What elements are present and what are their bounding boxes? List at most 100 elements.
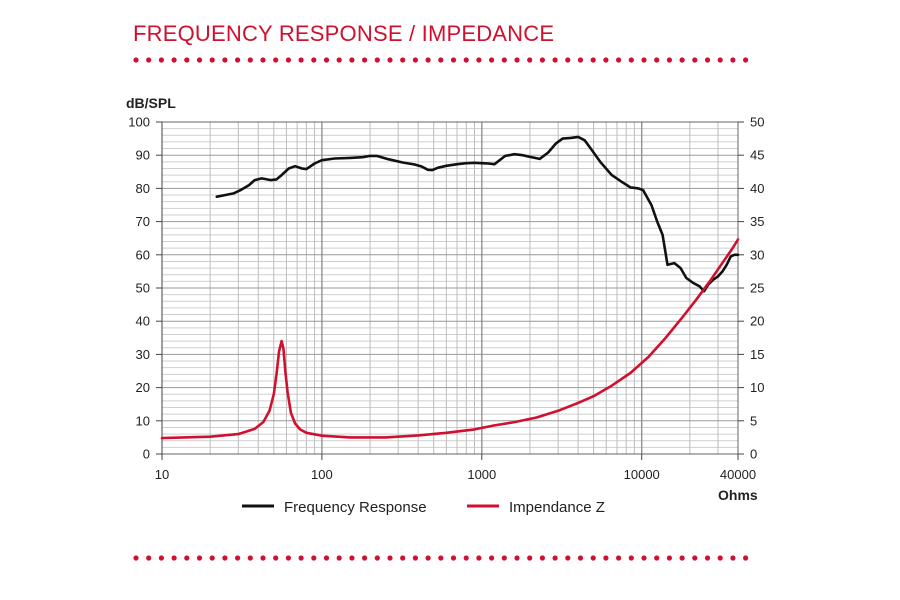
divider-dot — [362, 57, 368, 63]
divider-dot — [323, 555, 330, 561]
divider-dot — [463, 57, 469, 63]
divider-dot — [489, 57, 495, 63]
divider-dot — [603, 57, 609, 63]
divider-dot — [158, 555, 164, 561]
x-tick-label: 100 — [311, 467, 333, 482]
divider-dot — [654, 555, 660, 561]
divider-dot — [438, 57, 444, 63]
divider-dot — [425, 57, 431, 63]
divider-dot — [552, 555, 558, 561]
y-right-tick-label: 40 — [750, 181, 764, 196]
divider-dot — [374, 57, 380, 63]
divider-dot — [158, 57, 164, 63]
divider-dot — [463, 555, 469, 561]
y-right-tick-label: 10 — [750, 380, 764, 395]
divider-dot — [489, 555, 495, 561]
y-left-tick-label: 40 — [136, 314, 150, 329]
divider-dot — [527, 57, 533, 63]
divider-dot — [412, 555, 418, 561]
divider-dot — [298, 555, 304, 561]
divider-dot — [273, 555, 279, 561]
y-axis-left-label: dB/SPL — [126, 95, 176, 111]
divider-dot — [628, 57, 634, 63]
legend-item-frequency-response-label: Frequency Response — [284, 499, 427, 516]
divider-dot — [743, 57, 749, 63]
divider-dot — [514, 555, 520, 561]
y-right-tick-label: 30 — [750, 247, 764, 262]
y-right-tick-label: 20 — [750, 314, 764, 329]
legend: Frequency Response Impendance Z — [242, 499, 605, 516]
y-right-tick-label: 25 — [750, 281, 764, 296]
dotted-divider-top — [133, 57, 749, 63]
divider-dot — [400, 555, 406, 561]
y-axis-right-ticks: 0 5 10 15 20 25 30 35 40 45 50 — [738, 115, 764, 462]
series-line-impedance — [160, 238, 740, 440]
divider-dot — [260, 555, 266, 561]
divider-dot — [184, 555, 190, 561]
divider-dot — [616, 57, 622, 63]
divider-dot — [476, 555, 482, 561]
divider-dot — [209, 555, 215, 561]
x-tick-label: 1000 — [467, 467, 496, 482]
divider-dot — [476, 57, 482, 63]
y-left-tick-label: 70 — [136, 214, 150, 229]
divider-dot — [247, 555, 253, 561]
divider-dot — [450, 57, 457, 63]
divider-dot — [679, 555, 685, 561]
divider-dot — [209, 57, 215, 63]
divider-dot — [654, 57, 660, 63]
y-right-tick-label: 0 — [750, 447, 757, 462]
divider-dot — [527, 555, 533, 561]
divider-dot — [743, 555, 749, 561]
x-axis-unit-label: Ohms — [718, 487, 758, 503]
divider-dot — [730, 57, 736, 63]
divider-dot — [196, 57, 203, 63]
divider-dot — [730, 555, 736, 561]
divider-dot — [323, 57, 330, 63]
y-left-tick-label: 0 — [143, 447, 150, 462]
divider-dot — [400, 57, 406, 63]
divider-dot — [425, 555, 431, 561]
y-left-tick-label: 10 — [136, 413, 150, 428]
divider-dot — [438, 555, 444, 561]
divider-dot — [133, 57, 139, 63]
divider-dot — [704, 555, 711, 561]
divider-dot — [311, 57, 317, 63]
y-right-tick-label: 50 — [750, 115, 764, 130]
divider-dot — [450, 555, 457, 561]
divider-dot — [235, 57, 241, 63]
divider-dot — [336, 555, 342, 561]
x-tick-label: 10000 — [624, 467, 660, 482]
y-left-tick-label: 20 — [136, 380, 150, 395]
y-axis-left-ticks: 0 10 20 30 40 50 60 70 80 90 100 — [128, 115, 162, 462]
divider-dot — [565, 57, 571, 63]
y-right-tick-label: 35 — [750, 214, 764, 229]
divider-dot — [666, 57, 673, 63]
y-right-tick-label: 5 — [750, 413, 757, 428]
divider-dot — [235, 555, 241, 561]
divider-dot — [539, 57, 545, 63]
divider-dot — [171, 57, 177, 63]
divider-dot — [362, 555, 368, 561]
divider-dot — [628, 555, 634, 561]
divider-dot — [577, 57, 584, 63]
divider-dot — [285, 57, 291, 63]
divider-dot — [146, 57, 152, 63]
grid-major-lines — [161, 121, 738, 455]
divider-dot — [641, 57, 647, 63]
divider-dot — [704, 57, 711, 63]
y-left-tick-label: 90 — [136, 148, 150, 163]
divider-dot — [552, 57, 558, 63]
divider-dot — [349, 57, 355, 63]
divider-dot — [374, 555, 380, 561]
divider-dot — [247, 57, 253, 63]
divider-dot — [133, 555, 139, 561]
divider-dot — [679, 57, 685, 63]
divider-dot — [146, 555, 152, 561]
divider-dot — [590, 57, 596, 63]
divider-dot — [577, 555, 584, 561]
divider-dot — [641, 555, 647, 561]
x-tick-label: 10 — [155, 467, 169, 482]
divider-dot — [666, 555, 673, 561]
